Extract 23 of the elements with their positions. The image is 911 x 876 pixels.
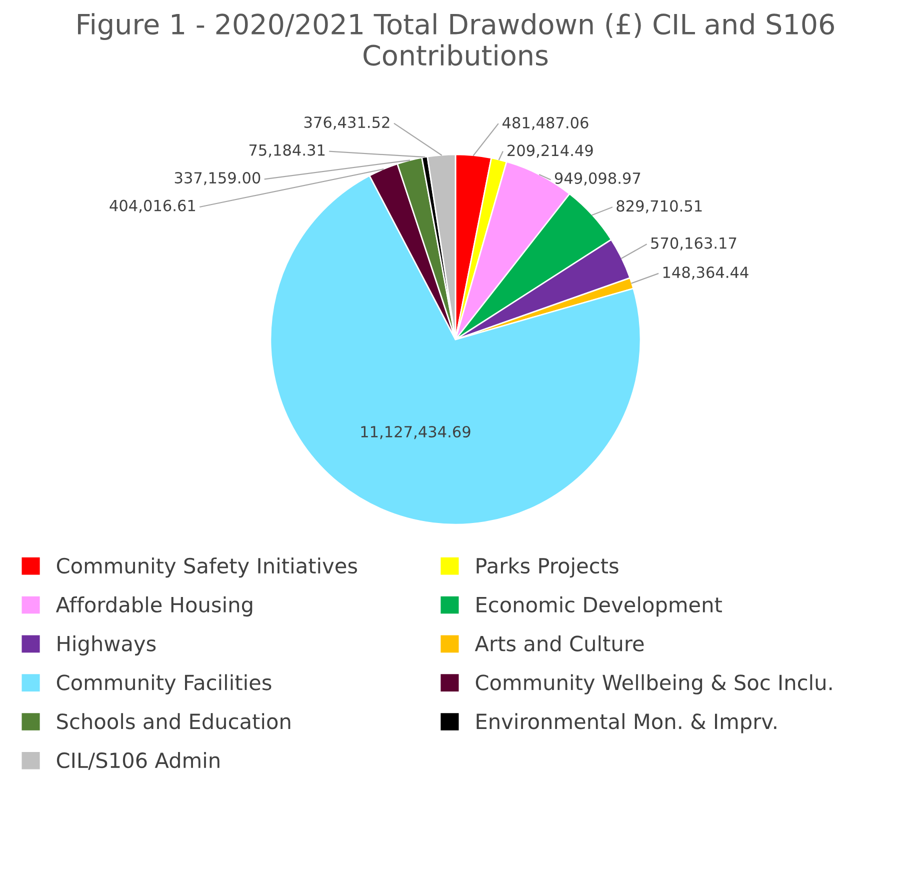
data-label: 570,163.17 [651, 237, 736, 250]
legend-label: Parks Projects [476, 557, 618, 578]
legend-label: Highways [58, 635, 156, 656]
data-label: 376,431.52 [304, 116, 390, 130]
data-label: 11,127,434.69 [361, 426, 470, 440]
legend-label: Community Facilities [56, 674, 272, 694]
data-label: 337,159.00 [174, 172, 260, 186]
chart-title: Figure 1 - 2020/2021 Total Drawdown (£) CIL and S106 Contributions [78, 13, 834, 66]
legend-label: Schools and Education [57, 713, 290, 730]
legend-label: Community Wellbeing & Soc Inclu. [476, 674, 832, 694]
legend-label: Affordable Housing [56, 596, 252, 617]
legend-label: Community Safety Initiatives [56, 557, 358, 578]
legend-label: Economic Development [476, 596, 722, 617]
data-label: 949,098.97 [554, 172, 640, 186]
data-label: 209,214.49 [508, 144, 593, 158]
legend-label: Arts and Culture [474, 635, 644, 652]
legend-label: Environmental Mon. & Imprv. [476, 713, 776, 734]
data-label: 148,364.44 [663, 266, 748, 280]
data-label: 404,016.61 [110, 200, 196, 213]
data-label: 481,487.06 [502, 116, 588, 130]
legend-label: CIL/S106 Admin [56, 752, 220, 770]
data-label: 75,184.31 [249, 144, 325, 158]
data-label: 829,710.51 [616, 200, 702, 214]
